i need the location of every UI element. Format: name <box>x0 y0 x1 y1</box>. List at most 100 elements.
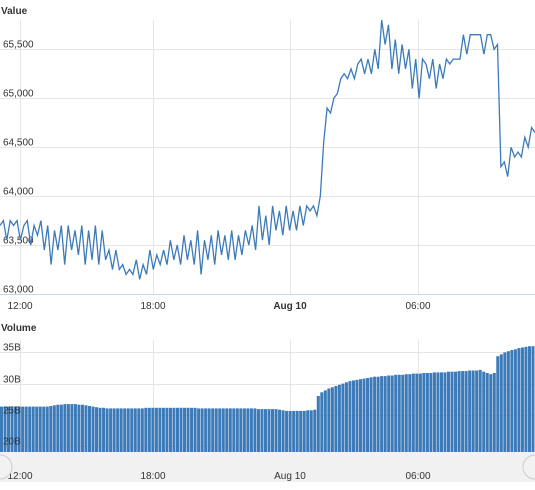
volume-bar <box>327 388 331 452</box>
volume-bar <box>475 370 479 452</box>
volume-bar <box>49 406 53 452</box>
volume-bar <box>70 404 74 452</box>
volume-bar <box>21 406 25 452</box>
volume-bar <box>278 409 282 452</box>
volume-bar <box>429 373 433 452</box>
volume-bar <box>80 404 84 452</box>
volume-bar <box>330 387 334 452</box>
volume-bar <box>98 407 102 452</box>
volume-bar <box>316 396 320 452</box>
volume-bar <box>267 409 271 452</box>
volume-bar <box>524 346 528 452</box>
volume-bar <box>485 373 489 452</box>
volume-bar <box>3 406 7 452</box>
volume-bar <box>285 410 289 452</box>
volume-bar <box>383 376 387 452</box>
volume-bar <box>531 346 535 452</box>
volume-y-axis: 20B 25B 30B 35B <box>3 343 21 448</box>
volume-bar <box>77 404 81 452</box>
volume-bar <box>369 377 373 452</box>
volume-bar <box>373 376 377 452</box>
volume-bar <box>344 382 348 452</box>
volume-bar <box>323 390 327 452</box>
volume-bar <box>197 408 201 452</box>
volume-bar <box>337 384 341 452</box>
volume-bar <box>260 409 264 452</box>
volume-bar <box>468 370 472 452</box>
volume-bar <box>35 406 39 452</box>
volume-bar <box>288 410 292 452</box>
volume-bar <box>165 407 169 452</box>
volume-bar <box>214 408 218 452</box>
navigator-handle-left[interactable] <box>0 454 13 480</box>
volume-bar <box>334 386 338 452</box>
volume-bar <box>190 407 194 452</box>
volume-bar <box>425 373 429 452</box>
volume-bar <box>510 350 514 452</box>
volume-bar <box>17 406 21 452</box>
volume-bar <box>246 408 250 452</box>
volume-bar <box>439 372 443 452</box>
volume-bar <box>401 374 405 452</box>
volume-bar <box>390 375 394 452</box>
volume-bar <box>436 372 440 452</box>
volume-bar <box>154 407 158 452</box>
volume-bar <box>447 371 451 452</box>
volume-bar <box>218 408 222 452</box>
volume-bar <box>7 406 11 452</box>
value-chart-title: Value <box>1 6 28 17</box>
volume-x-tick: 06:00 <box>405 471 430 482</box>
volume-bar <box>411 373 415 452</box>
volume-bar <box>496 356 500 452</box>
volume-bar <box>454 371 458 452</box>
volume-bar <box>302 410 306 452</box>
volume-bar <box>186 407 190 452</box>
value-x-tick: Aug 10 <box>273 301 307 312</box>
volume-bar <box>63 404 67 452</box>
volume-bar <box>95 407 99 452</box>
volume-bar <box>394 374 398 452</box>
value-x-axis: 12:00 18:00 Aug 10 06:00 <box>0 294 535 312</box>
value-x-tick: 06:00 <box>405 301 430 312</box>
volume-bar <box>478 369 482 452</box>
volume-bar <box>380 376 384 452</box>
volume-bar <box>200 408 204 452</box>
volume-bars <box>0 346 535 452</box>
volume-bar <box>56 404 60 452</box>
volume-bar <box>432 372 436 452</box>
volume-bar <box>408 374 412 452</box>
volume-bar <box>31 406 35 452</box>
volume-bar <box>87 406 92 452</box>
volume-bar <box>242 408 246 452</box>
volume-bar <box>105 408 109 452</box>
navigator-handle-right[interactable] <box>522 454 535 480</box>
volume-bar <box>10 406 14 452</box>
volume-bar <box>161 407 165 452</box>
volume-x-tick: Aug 10 <box>274 471 306 482</box>
volume-bar <box>376 376 380 452</box>
volume-bar <box>225 408 229 452</box>
volume-bar <box>263 409 267 452</box>
volume-bar <box>313 409 317 452</box>
volume-bar <box>489 374 493 452</box>
volume-bar <box>457 371 461 452</box>
value-x-tick: 18:00 <box>140 301 165 312</box>
volume-bar <box>450 371 454 452</box>
volume-bar <box>175 407 180 452</box>
value-y-tick: 64,000 <box>3 187 34 198</box>
navigator[interactable]: 12:00 18:00 Aug 10 06:00 <box>0 452 535 482</box>
volume-bar <box>204 408 208 452</box>
volume-bar <box>366 378 370 452</box>
volume-bar <box>130 408 134 452</box>
volume-bar <box>397 374 401 452</box>
volume-bar <box>492 373 496 452</box>
volume-bar <box>119 408 123 452</box>
volume-bar <box>239 408 243 452</box>
volume-bar <box>464 371 468 452</box>
volume-bar <box>404 374 408 452</box>
volume-bar <box>102 407 106 452</box>
volume-bar <box>45 406 49 452</box>
volume-bar <box>461 371 465 452</box>
volume-bar <box>513 349 517 452</box>
volume-bar <box>183 407 187 452</box>
